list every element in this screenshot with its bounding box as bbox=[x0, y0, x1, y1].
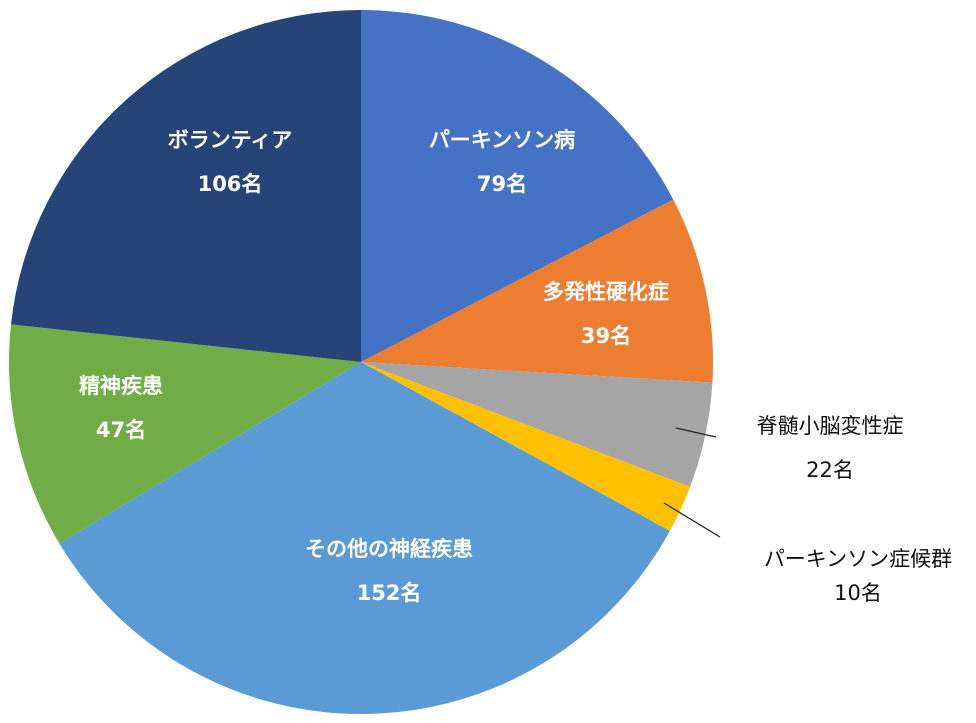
slice-label-parkinsonism: パーキンソン症候群 10名 bbox=[763, 547, 953, 605]
pie-slice bbox=[361, 199, 714, 383]
pie-slice bbox=[361, 10, 674, 362]
pie-slice bbox=[59, 362, 670, 715]
pie-slice bbox=[9, 324, 361, 544]
leader-line-parkinsonism bbox=[663, 502, 721, 538]
slice-label-volunteer: ボランティア 106名 bbox=[167, 128, 293, 196]
slice-label-scd: 脊髄小脳変性症 22名 bbox=[756, 414, 904, 482]
pie-slice bbox=[11, 10, 361, 362]
slice-label-parkinsons: パーキンソン病 79名 bbox=[428, 128, 576, 196]
leader-line-scd bbox=[675, 427, 717, 438]
pie-slice bbox=[361, 362, 691, 531]
slice-label-ms: 多発性硬化症 39名 bbox=[543, 280, 669, 348]
slice-label-psychiatric: 精神疾患 47名 bbox=[79, 374, 163, 442]
pie-slice bbox=[361, 362, 713, 487]
slice-label-other-neuro: その他の神経疾患 152名 bbox=[305, 537, 473, 605]
